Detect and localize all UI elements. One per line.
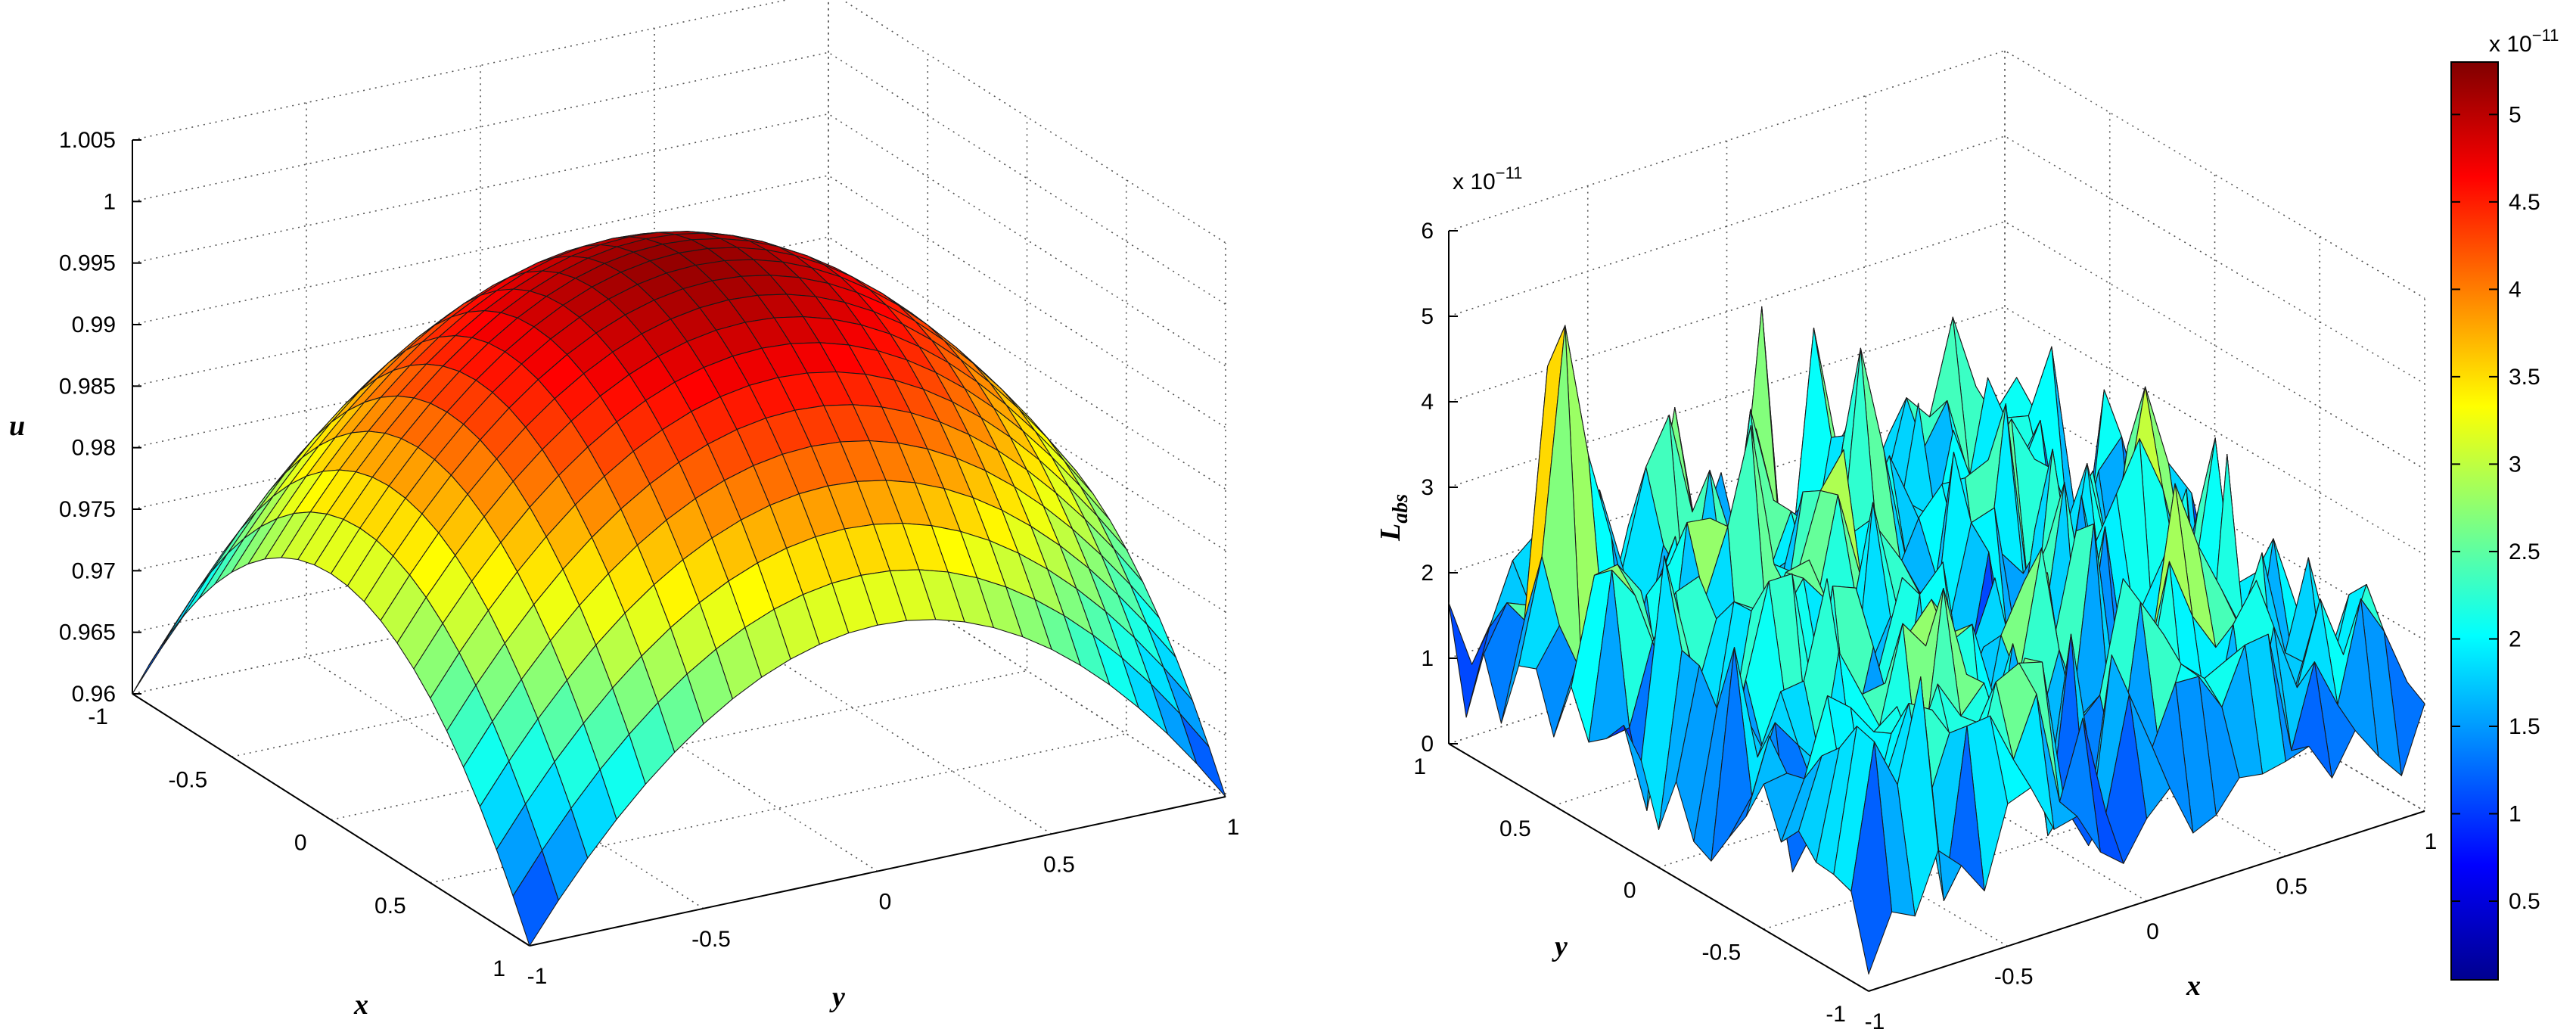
- colorbar-scale-label: x 10−11: [2489, 26, 2559, 57]
- u-surface-patch: [1179, 713, 1226, 797]
- left-x-gridline: [132, 0, 829, 695]
- right-z-axis-label-sub: abs: [1389, 494, 1412, 524]
- right-x-tick-label: -1: [1865, 1009, 1885, 1029]
- left-z-tick-label: 0.985: [59, 374, 116, 399]
- left-z-tick-label: 1.005: [59, 128, 116, 153]
- colorbar-ticks: 0.5 1 1.5 2 2.5 3 3.5 4 4.5 5: [2451, 102, 2540, 914]
- labs-surface: [1448, 306, 2425, 975]
- left-z-tick-label: 0.97: [72, 558, 116, 583]
- left-axes: [132, 139, 1226, 947]
- right-y-tick-label: 0.5: [1499, 816, 1531, 841]
- left-y-tick-label: -1: [527, 964, 548, 989]
- right-z-scale-label: x 10−11: [1453, 163, 1522, 194]
- right-z-tick-label: 4: [1421, 390, 1434, 415]
- right-x-tick-label: 1: [2425, 829, 2438, 854]
- labs-surface-patch: [1850, 741, 1893, 975]
- left-z-tick-label: 0.975: [59, 497, 116, 522]
- right-z-tick-label: 6: [1421, 219, 1434, 244]
- left-y-tick-label: 0.5: [1043, 852, 1075, 877]
- left-z-axis-label: u: [9, 410, 25, 442]
- right-z-scale-exponent: −11: [1496, 163, 1523, 182]
- left-y-tick-label: 1: [1227, 815, 1240, 840]
- right-x-gridline: [1586, 185, 2009, 947]
- left-z-gridline: [132, 0, 1226, 244]
- u-surface-patch: [182, 553, 228, 618]
- left-tick-labels: 0.96 0.965 0.97 0.975 0.98 0.985 0.99 0.995 1 1.0…: [59, 128, 1239, 989]
- colorbar-tick-label: 3: [2509, 452, 2522, 477]
- right-z-tick-label: 3: [1421, 475, 1434, 500]
- left-y-tick-label: -0.5: [691, 927, 731, 952]
- colorbar-tick-label: 5: [2509, 102, 2522, 127]
- colorbar-tick-label: 3.5: [2509, 365, 2540, 390]
- colorbar-tick-label: 0.5: [2509, 889, 2540, 914]
- right-z-tick-label: 1: [1421, 646, 1434, 671]
- right-y-axis-label: y: [1552, 931, 1568, 962]
- left-y-axis-line: [529, 796, 1226, 947]
- left-x-tick-label: -0.5: [169, 767, 208, 792]
- left-x-tick-label: 0: [294, 831, 307, 856]
- left-z-tick-label: 0.98: [72, 436, 116, 461]
- right-z-gridline: [1448, 306, 2425, 555]
- right-x-tick-label: 0.5: [2276, 875, 2307, 900]
- left-y-tick-label: 0: [879, 890, 892, 915]
- u-surface-patch: [512, 850, 559, 947]
- right-x-tick-label: 0: [2146, 919, 2159, 944]
- left-x-gridline: [430, 179, 1127, 884]
- right-y-tick-label: 1: [1413, 754, 1426, 779]
- right-z-scale-base: x 10: [1453, 169, 1496, 194]
- left-z-gridline: [132, 175, 1226, 428]
- left-x-axis-line: [132, 693, 530, 947]
- colorbar: 0.5 1 1.5 2 2.5 3 3.5 4 4.5 5 x 10−11: [2450, 26, 2559, 981]
- right-x-tick-label: -0.5: [1994, 965, 2034, 990]
- right-z-axis-label: Labs: [1375, 494, 1412, 542]
- left-z-tick-label: 0.965: [59, 620, 116, 645]
- colorbar-tick-label: 2: [2509, 626, 2522, 651]
- colorbar-tick-label: 1.5: [2509, 714, 2540, 739]
- right-y-tick-label: 0: [1624, 878, 1636, 903]
- left-z-tick-label: 1: [103, 189, 116, 214]
- colorbar-body: [2450, 61, 2499, 981]
- left-z-gridline: [132, 51, 1226, 306]
- left-z-gridline: [132, 236, 1226, 490]
- right-z-tick-label: 2: [1421, 561, 1434, 586]
- left-x-tick-label: -1: [88, 704, 108, 729]
- left-y-axis-label: y: [829, 981, 845, 1013]
- right-x-axis-label: x: [2186, 970, 2201, 1002]
- right-z-gridline: [1448, 135, 2425, 384]
- right-z-tick-label: 5: [1421, 304, 1434, 329]
- right-z-tick-label: 0: [1421, 732, 1434, 757]
- right-x-axis-line: [1868, 810, 2425, 992]
- left-x-tick-label: 1: [493, 956, 505, 981]
- plot-u-surface: 0.96 0.965 0.97 0.975 0.98 0.985 0.99 0.995 1 1.0…: [9, 0, 1239, 1021]
- right-x-gridline: [1865, 95, 2286, 857]
- u-surface: [132, 231, 1226, 947]
- labs-surface-patch: [1448, 602, 1490, 718]
- left-z-tick-label: 0.995: [59, 251, 116, 276]
- colorbar-tick-label: 2.5: [2509, 539, 2540, 564]
- right-axes: [1448, 230, 2425, 992]
- right-y-axis-line: [1448, 743, 1869, 992]
- left-z-tick-label: 0.99: [72, 312, 116, 337]
- right-z-axis-label-main: L: [1375, 524, 1406, 542]
- left-z-tick-label: 0.96: [72, 682, 116, 707]
- left-x-tick-label: 0.5: [374, 894, 406, 919]
- colorbar-tick-label: 4.5: [2509, 190, 2540, 215]
- left-z-gridline: [132, 113, 1226, 367]
- left-x-axis-label: x: [353, 989, 368, 1021]
- colorbar-tick-label: 4: [2509, 277, 2522, 302]
- right-y-tick-label: -1: [1826, 1002, 1846, 1027]
- colorbar-tick-label: 1: [2509, 802, 2522, 827]
- colorbar-scale-exponent: −11: [2532, 26, 2559, 45]
- right-z-gridline: [1448, 50, 2425, 299]
- right-y-tick-label: -0.5: [1702, 940, 1742, 965]
- right-z-gridline: [1448, 221, 2425, 470]
- right-x-gridline: [1726, 141, 2147, 902]
- colorbar-scale-base: x 10: [2489, 32, 2532, 57]
